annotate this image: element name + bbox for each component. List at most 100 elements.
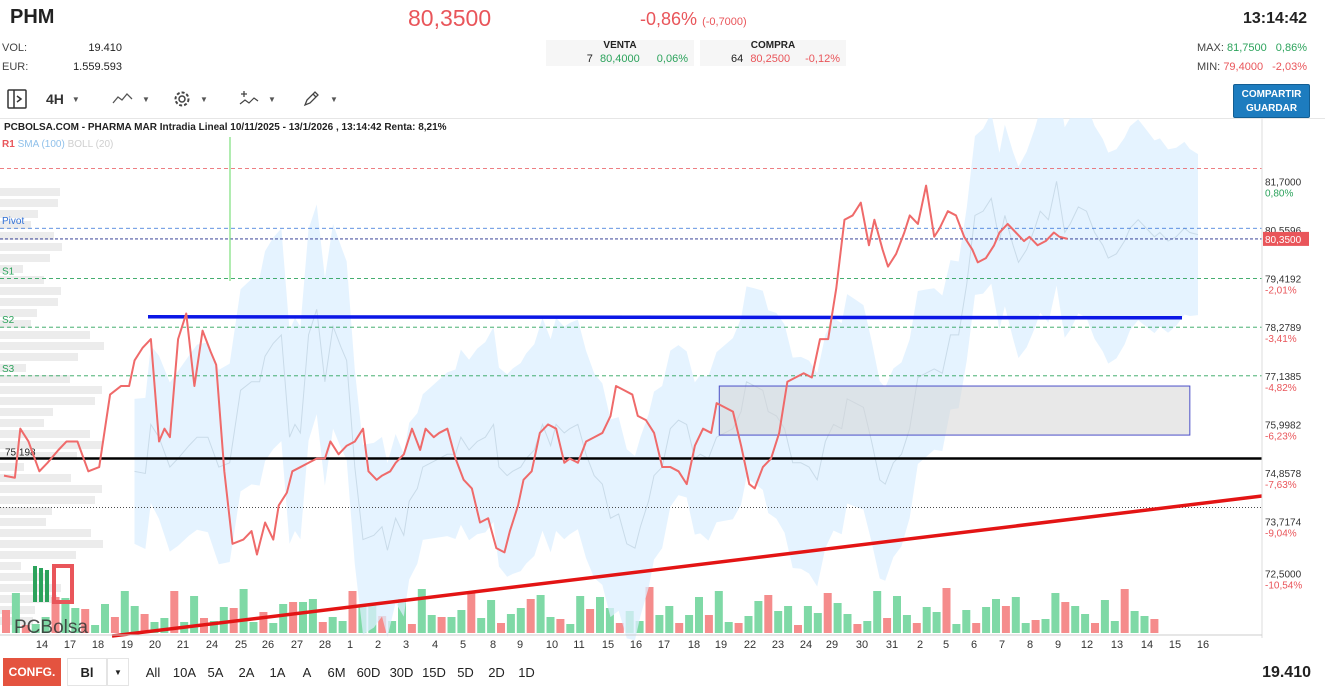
range-button-10a[interactable]: 10A (169, 658, 200, 686)
volume-bar (130, 606, 139, 633)
volume-bar (1031, 620, 1040, 633)
share-label: COMPARTIR (1241, 89, 1302, 100)
pivot-levels: Pivot S1 S2 S3 (0, 168, 1262, 377)
mode-selector[interactable]: Bl (67, 658, 107, 686)
volume-bar (982, 607, 991, 633)
volume-bar (655, 615, 664, 633)
volume-bar (803, 606, 812, 633)
sma-legend[interactable]: SMA (100) (17, 139, 65, 150)
range-button-5d[interactable]: 5D (450, 658, 481, 686)
volume-profile-bar (0, 331, 90, 339)
buy-box: COMPRA 64 80,2500 -0,12% (700, 40, 846, 66)
volume-profile-bar (0, 430, 90, 438)
volume-profile-bar (0, 188, 60, 196)
y-axis: 81,70000,80%80,559679,4192-2,01%78,2789-… (1261, 118, 1309, 638)
volume-bar (328, 617, 337, 633)
volume-bar (972, 623, 981, 633)
volume-bar (120, 591, 129, 633)
volume-bar (873, 591, 882, 633)
volume-bar (506, 614, 515, 633)
eur-label: EUR: (2, 61, 29, 73)
volume-profile-bar (0, 210, 38, 218)
range-button-2d[interactable]: 2D (481, 658, 512, 686)
logo-bar (45, 570, 49, 602)
x-tick-label: 18 (688, 639, 700, 651)
volume-bar (952, 624, 961, 633)
watermark-logo: PCBolsa (14, 564, 88, 638)
range-button-1a[interactable]: 1A (262, 658, 293, 686)
y-tick-pct: 0,80% (1265, 188, 1293, 199)
volume-bar (695, 597, 703, 633)
volume-bar (615, 623, 624, 633)
range-button-5a[interactable]: 5A (200, 658, 231, 686)
range-button-15d[interactable]: 15D (418, 658, 450, 686)
level-label-s3: S3 (2, 364, 15, 375)
x-tick-label: 26 (262, 639, 274, 651)
x-tick-label: 22 (744, 639, 756, 651)
range-bar: CONFG. Bl ▼ All 10A 5A 2A 1A A 6M 60D 30D 15D 5D 2D… (0, 656, 1325, 693)
volume-bar (259, 612, 268, 633)
volume-bar (774, 611, 783, 633)
volume-bar (665, 606, 674, 633)
range-button-60d[interactable]: 60D (352, 658, 385, 686)
drawing-tools-selector[interactable]: ▼ (302, 88, 338, 110)
volume-bar (932, 612, 941, 633)
indicators-selector[interactable]: ▼ (238, 88, 276, 110)
volume-profile-bar (0, 562, 21, 570)
volume-bar (962, 610, 971, 633)
buy-qty: 64 (731, 53, 744, 65)
volume-bar (576, 596, 585, 633)
volume-bar (388, 621, 397, 633)
interval-selector[interactable]: 4H ▼ (46, 88, 80, 110)
vol-label: VOL: (2, 42, 28, 54)
sell-label: VENTA (603, 40, 637, 51)
x-tick-label: 25 (235, 639, 247, 651)
volume-profile-bar (0, 199, 58, 207)
volume-profile-bar (0, 232, 54, 240)
range-button-all[interactable]: All (137, 658, 169, 686)
max-value: 81,7500 (1226, 42, 1267, 54)
volume-bar (516, 608, 525, 633)
volume-bar (605, 608, 614, 633)
mode-dropdown-button[interactable]: ▼ (107, 658, 129, 686)
chart-type-selector[interactable]: ▼ (112, 88, 150, 110)
volume-profile-bar (0, 507, 52, 515)
volume-profile-bar (0, 551, 76, 559)
volume-profile-bar (0, 298, 58, 306)
x-tick-label: 14 (1141, 639, 1153, 651)
range-button-2a[interactable]: 2A (231, 658, 262, 686)
x-tick-label: 12 (1081, 639, 1093, 651)
volume-bar (269, 623, 278, 633)
settings-selector[interactable]: ▼ (172, 88, 208, 110)
volume-bar (823, 593, 832, 633)
config-button[interactable]: CONFG. (3, 658, 61, 686)
volume-bar (1011, 597, 1020, 633)
volume-bar (1021, 623, 1030, 633)
volume-bar (863, 621, 872, 633)
x-tick-label: 7 (999, 639, 1005, 651)
range-button-1d[interactable]: 1D (512, 658, 541, 686)
last-price: 80,3500 (408, 5, 492, 31)
price-series (3, 184, 1068, 556)
level-label-s2: S2 (2, 315, 15, 326)
sidebar-toggle-button[interactable] (6, 88, 28, 110)
max-row: MAX: 81,7500 0,86% (1197, 42, 1307, 54)
volume-bar (289, 602, 298, 633)
volume-bars (2, 587, 1159, 633)
volume-bar (1061, 602, 1070, 633)
range-button-30d[interactable]: 30D (385, 658, 418, 686)
range-button-6m[interactable]: 6M (321, 658, 352, 686)
range-button-a[interactable]: A (293, 658, 321, 686)
share-save-button[interactable]: COMPARTIR GUARDAR (1233, 84, 1310, 118)
x-tick-label: 18 (92, 639, 104, 651)
buy-pct: -0,12% (805, 53, 840, 65)
x-tick-label: 8 (490, 639, 496, 651)
y-tick-pct: -9,04% (1265, 529, 1297, 540)
save-label: GUARDAR (1245, 103, 1298, 114)
volume-bar (209, 621, 218, 633)
volume-total: 19.410 (1262, 664, 1311, 681)
volume-bar (299, 602, 307, 633)
boll-legend[interactable]: BOLL (20) (67, 139, 114, 150)
resistance-line (147, 315, 1183, 320)
